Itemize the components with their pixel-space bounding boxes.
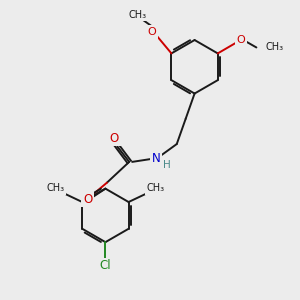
Text: CH₃: CH₃ — [146, 183, 164, 193]
Text: H: H — [164, 160, 171, 170]
Text: Cl: Cl — [100, 260, 111, 272]
Text: O: O — [237, 35, 245, 45]
Text: CH₃: CH₃ — [128, 10, 146, 20]
Text: O: O — [148, 27, 157, 37]
Text: CH₃: CH₃ — [266, 43, 284, 52]
Text: N: N — [152, 152, 160, 165]
Text: O: O — [110, 132, 119, 145]
Text: O: O — [83, 193, 92, 206]
Text: CH₃: CH₃ — [46, 183, 64, 193]
